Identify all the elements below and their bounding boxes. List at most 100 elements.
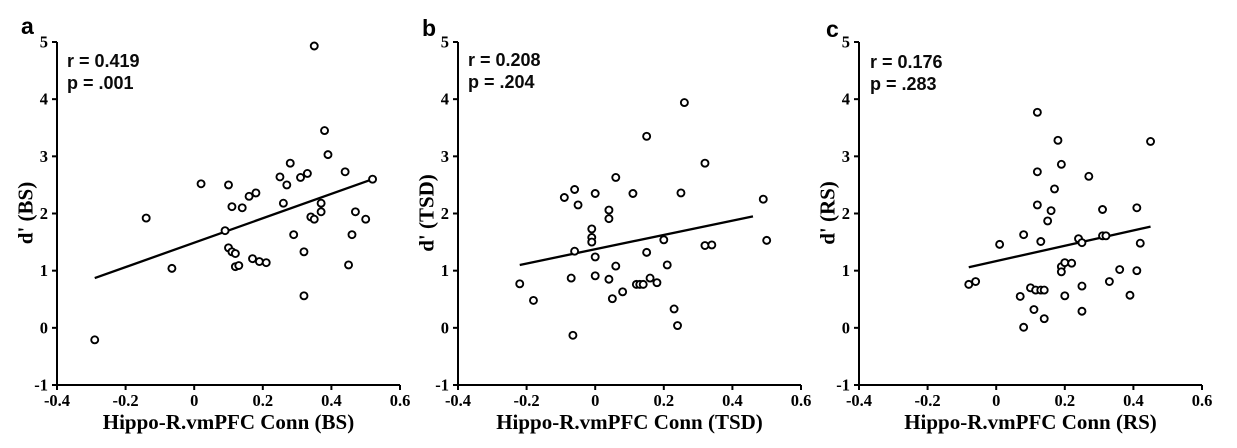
y-axis-label-c: d' (RS) <box>815 181 840 245</box>
x-tick-label: 0 <box>591 391 599 410</box>
axis-spines <box>457 42 801 386</box>
regression-line <box>968 225 1151 269</box>
stats-annotation-c: r = 0.176 p = .283 <box>870 52 943 95</box>
data-point-marker <box>1125 290 1135 300</box>
y-tick-label: 4 <box>441 90 449 109</box>
data-point-marker <box>299 291 309 301</box>
data-point-marker <box>167 263 177 273</box>
data-point-marker <box>568 330 578 340</box>
data-point-marker <box>1101 231 1111 241</box>
data-point-marker <box>642 247 652 257</box>
data-point-marker <box>227 202 237 212</box>
x-tick-label: 0.4 <box>1123 391 1144 410</box>
data-point-marker <box>1077 238 1087 248</box>
y-tick-label: 1 <box>842 261 850 280</box>
data-point-marker <box>1084 171 1094 181</box>
data-point-marker <box>1032 167 1042 177</box>
regression-line <box>94 178 373 280</box>
data-point-marker <box>316 207 326 217</box>
y-tick-label: 0 <box>441 318 449 337</box>
data-point-marker <box>676 188 686 198</box>
r-value-b: r = 0.208 <box>468 50 541 70</box>
data-point-marker <box>220 226 230 236</box>
panel-letter-b: b <box>422 15 437 41</box>
data-point-marker <box>645 273 655 283</box>
y-tick-label: 5 <box>441 33 449 52</box>
data-point-marker <box>590 271 600 281</box>
data-point-marker <box>762 235 772 245</box>
data-point-marker <box>971 277 981 286</box>
data-point-marker <box>604 274 614 284</box>
data-point-marker <box>1115 265 1125 274</box>
data-point-marker <box>1019 322 1029 332</box>
x-tick-label: -0.2 <box>113 391 139 410</box>
data-point-marker <box>1067 258 1077 268</box>
data-point-marker <box>1036 237 1046 246</box>
y-axis: -1 0 1 2 3 4 5 <box>836 33 859 395</box>
y-tick-label: 2 <box>842 204 850 223</box>
x-tick-label: -0.4 <box>445 391 471 410</box>
data-point-marker <box>652 278 662 288</box>
data-point-marker <box>669 304 679 314</box>
data-point-marker <box>282 180 292 190</box>
data-point-marker <box>224 180 233 190</box>
scatter-panel-a: -0.4 -0.2 0 0.2 0.4 0.6 -1 0 1 2 3 4 5 <box>34 33 410 411</box>
data-point-marker <box>289 230 299 240</box>
data-point-marker <box>1039 285 1049 295</box>
stats-annotation-a: r = 0.419 p = .001 <box>67 51 140 94</box>
data-point-marker <box>662 260 672 270</box>
data-point-marker <box>340 167 350 177</box>
x-axis: -0.4 -0.2 0 0.2 0.4 0.6 <box>445 385 811 410</box>
data-point-marker <box>1032 107 1042 117</box>
y-axis: -1 0 1 2 3 4 5 <box>435 33 458 395</box>
data-point-marker <box>234 261 244 270</box>
x-axis: -0.4 -0.2 0 0.2 0.4 0.6 <box>44 385 410 410</box>
data-point-marker <box>90 335 100 345</box>
x-axis: -0.4 -0.2 0 0.2 0.4 0.6 <box>846 385 1212 410</box>
data-point-marker <box>368 174 378 184</box>
data-point-marker <box>611 173 621 182</box>
data-point-marker <box>237 203 247 213</box>
data-point-marker <box>758 194 768 204</box>
data-point-marker <box>261 258 271 268</box>
y-tick-label: 0 <box>40 318 48 337</box>
stats-annotation-b: r = 0.208 p = .204 <box>468 50 541 93</box>
y-tick-label: 5 <box>842 33 850 52</box>
regression-line <box>519 215 754 267</box>
data-point-marker <box>618 287 628 297</box>
x-tick-label: 0.2 <box>252 391 273 410</box>
y-axis-label-a: d' (BS) <box>13 181 38 245</box>
r-value-a: r = 0.419 <box>67 51 140 71</box>
data-point-marker <box>1146 137 1156 146</box>
data-point-marker <box>587 224 597 234</box>
data-point-marker <box>604 214 614 224</box>
y-tick-label: 1 <box>441 261 449 280</box>
p-value-a: p = .001 <box>67 72 134 93</box>
data-point-marker <box>1046 206 1056 216</box>
data-point-marker <box>1132 203 1142 213</box>
data-point-marker <box>1098 205 1107 214</box>
data-point-marker <box>515 279 525 289</box>
x-tick-label: 0.6 <box>1192 391 1213 410</box>
data-point-marker <box>196 179 206 189</box>
data-point-marker <box>559 193 569 202</box>
data-point-marker <box>590 252 600 262</box>
data-point-marker <box>679 98 689 108</box>
data-point-marker <box>1039 314 1049 324</box>
r-value-c: r = 0.176 <box>870 52 943 72</box>
data-points <box>90 41 378 345</box>
y-tick-label: 2 <box>40 204 48 223</box>
data-point-marker <box>1077 306 1087 316</box>
data-point-marker <box>1050 184 1059 194</box>
y-axis-label-b: d' (TSD) <box>414 174 439 252</box>
data-point-marker <box>590 189 600 198</box>
data-point-marker <box>1015 291 1025 301</box>
y-tick-label: 4 <box>842 90 850 109</box>
data-point-marker <box>1077 281 1087 291</box>
data-point-marker <box>251 188 261 198</box>
x-tick-label: 0.4 <box>722 391 743 410</box>
y-tick-label: 3 <box>441 147 449 166</box>
data-point-marker <box>1135 238 1145 248</box>
data-point-marker <box>361 214 371 224</box>
